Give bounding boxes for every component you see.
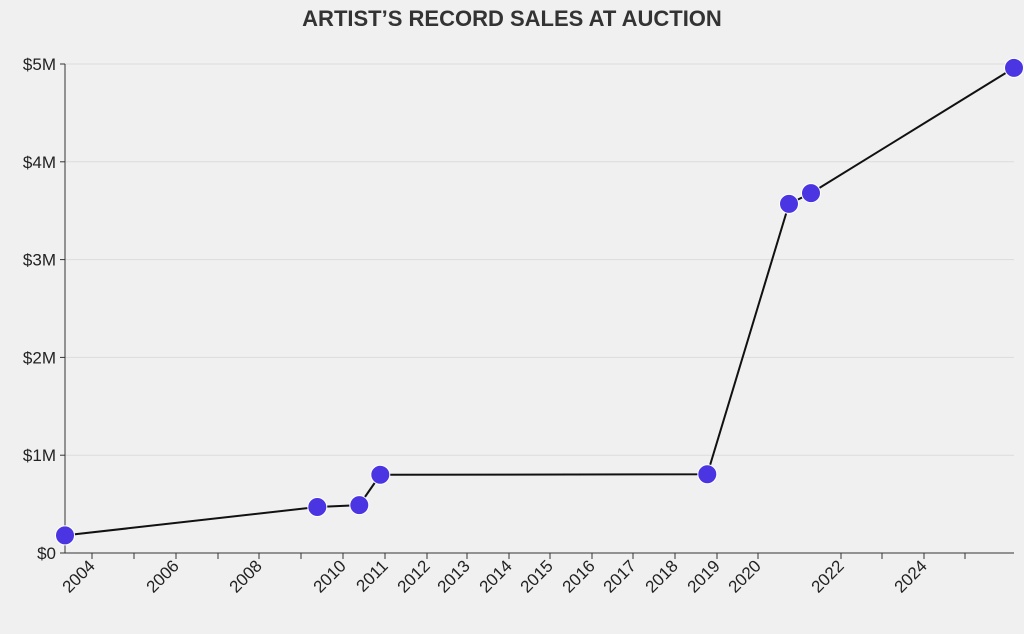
x-tick-label: 2024: [891, 556, 931, 596]
line-layer: [64, 67, 1015, 537]
data-point[interactable]: [370, 464, 391, 485]
y-tick-label: $1M: [23, 446, 56, 465]
x-tick-label: 2008: [226, 556, 266, 596]
y-tick-label: $5M: [23, 55, 56, 74]
data-point[interactable]: [1004, 57, 1024, 78]
y-tick-label: $4M: [23, 153, 56, 172]
data-point[interactable]: [779, 193, 799, 214]
x-tick-label: 2020: [725, 556, 765, 596]
x-tick-label: 2011: [353, 556, 392, 595]
x-tick-label: 2006: [143, 556, 183, 596]
y-tick-label: $2M: [23, 348, 56, 367]
data-point[interactable]: [697, 464, 718, 485]
y-tick-label: $3M: [23, 251, 56, 270]
x-tick-label: 2017: [600, 556, 640, 596]
chart-title: ARTIST’S RECORD SALES AT AUCTION: [302, 6, 722, 31]
data-point[interactable]: [349, 495, 370, 516]
x-tick-label: 2016: [559, 556, 599, 596]
grid-layer: [65, 63, 1014, 456]
x-tick-label: 2010: [310, 556, 350, 596]
y-tick-label: $0: [37, 544, 56, 563]
x-tick-label: 2014: [476, 556, 516, 596]
x-tick-label: 2012: [394, 556, 434, 596]
x-tick-label: 2018: [642, 556, 682, 596]
x-tick-label: 2019: [684, 556, 724, 596]
x-tick-label: 2022: [808, 556, 848, 596]
data-point[interactable]: [801, 183, 821, 204]
x-tick-label: 2015: [517, 556, 557, 596]
series-line: [64, 67, 1015, 537]
data-point[interactable]: [307, 497, 328, 517]
x-tick-label: 2013: [434, 556, 474, 596]
data-point[interactable]: [55, 525, 75, 546]
point-layer: [55, 57, 1024, 546]
x-tick-label: 2004: [59, 556, 99, 596]
